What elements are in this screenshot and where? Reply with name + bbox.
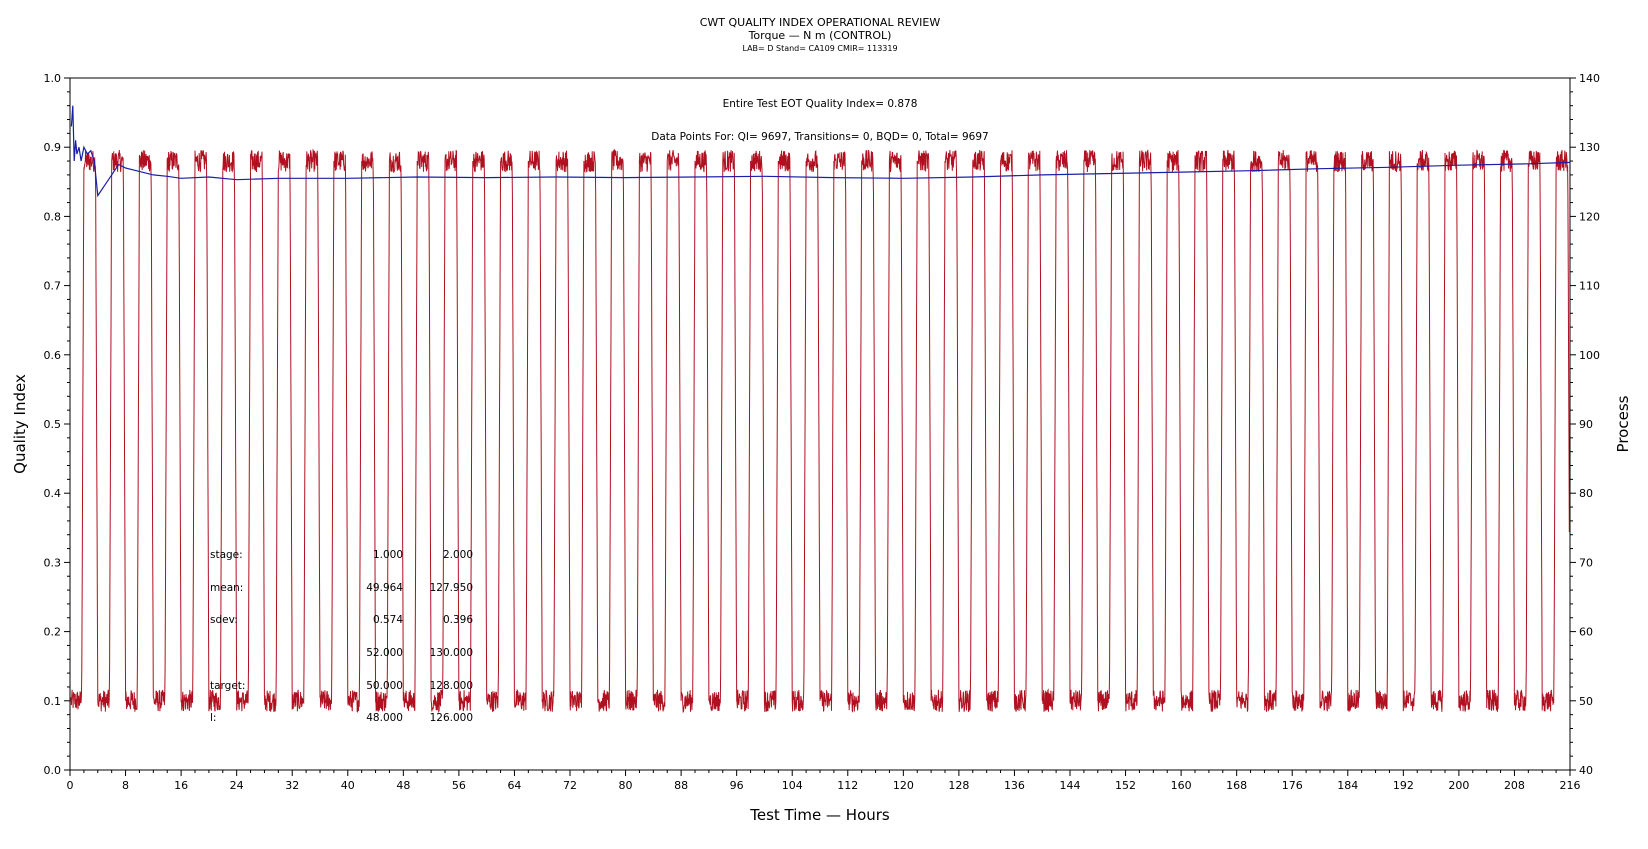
y-tick-label: 0.9	[44, 141, 62, 154]
stats-value-1: 1.000	[373, 549, 403, 561]
axis-layer: 0 8 16 24 32 40 48 56 64 72 80 88 96 104 112 120 128 136 1…	[44, 72, 1601, 792]
x-tick-label: 40	[341, 779, 355, 792]
x-tick-label: 128	[948, 779, 969, 792]
y2-tick-label: 50	[1579, 695, 1593, 708]
y2-tick-label: 130	[1579, 141, 1600, 154]
stats-value-2: 0.396	[443, 614, 473, 626]
x-tick-label: 176	[1282, 779, 1303, 792]
stats-label: stage:	[210, 549, 243, 561]
stats-value-1: 49.964	[366, 582, 403, 594]
x-tick-label: 0	[67, 779, 74, 792]
y-tick-label: 0.0	[44, 764, 62, 777]
x-tick-label: 136	[1004, 779, 1025, 792]
x-tick-label: 152	[1115, 779, 1136, 792]
y-tick-label: 0.4	[44, 487, 62, 500]
x-tick-label: 208	[1504, 779, 1525, 792]
y-tick-label: 0.1	[44, 695, 62, 708]
x-tick-label: 64	[507, 779, 521, 792]
stats-value-1: 48.000	[366, 712, 403, 724]
x-tick-label: 16	[174, 779, 188, 792]
x-tick-label: 72	[563, 779, 577, 792]
stats-label: mean:	[210, 582, 243, 594]
stats-label: target:	[210, 680, 245, 692]
x-tick-label: 96	[730, 779, 744, 792]
quality-index-series-line	[70, 105, 1571, 198]
x-tick-label: 216	[1560, 779, 1581, 792]
stats-value-2: 127.950	[430, 582, 473, 594]
y-tick-label: 1.0	[44, 72, 62, 85]
x-tick-label: 104	[782, 779, 803, 792]
x-tick-label: 160	[1171, 779, 1192, 792]
process-series-line	[70, 148, 1570, 714]
x-axis-label: Test Time — Hours	[749, 806, 890, 824]
y2-tick-label: 110	[1579, 280, 1600, 293]
x-tick-label: 80	[619, 779, 633, 792]
stats-value-1: 0.574	[373, 614, 403, 626]
x-tick-label: 112	[837, 779, 858, 792]
x-tick-label: 200	[1448, 779, 1469, 792]
quality-index-annotation: Entire Test EOT Quality Index= 0.878	[723, 98, 918, 110]
y-axis-label: Quality Index	[11, 374, 29, 474]
y2-tick-label: 80	[1579, 487, 1593, 500]
stats-table: stage: 1.000 2.000 mean: 49.964 127.950 sdev: 0…	[210, 549, 473, 724]
chart-subsubtitle: LAB= D Stand= CA109 CMIR= 113319	[742, 44, 897, 53]
stats-value-2: 130.000	[430, 647, 473, 659]
y2-tick-label: 90	[1579, 418, 1593, 431]
y-tick-label: 0.3	[44, 556, 62, 569]
stats-label: sdev:	[210, 614, 238, 626]
stats-value-1: 50.000	[366, 680, 403, 692]
x-tick-label: 144	[1060, 779, 1081, 792]
x-tick-label: 48	[396, 779, 410, 792]
y-tick-label: 0.5	[44, 418, 62, 431]
y2-tick-label: 40	[1579, 764, 1593, 777]
x-tick-label: 8	[122, 779, 129, 792]
x-tick-label: 32	[285, 779, 299, 792]
y-tick-label: 0.2	[44, 626, 62, 639]
x-tick-label: 120	[893, 779, 914, 792]
stats-label: l:	[210, 712, 216, 724]
y2-tick-label: 60	[1579, 626, 1593, 639]
data-points-annotation: Data Points For: QI= 9697, Transitions= …	[651, 131, 988, 143]
y2-tick-label: 70	[1579, 556, 1593, 569]
stats-value-2: 2.000	[443, 549, 473, 561]
x-tick-label: 56	[452, 779, 466, 792]
stats-value-2: 126.000	[430, 712, 473, 724]
stats-value-2: 128.000	[430, 680, 473, 692]
stats-value-1: 52.000	[366, 647, 403, 659]
chart-title: CWT QUALITY INDEX OPERATIONAL REVIEW	[700, 16, 941, 29]
chart-subtitle: Torque — N m (CONTROL)	[748, 29, 892, 42]
series-layer	[70, 105, 1571, 714]
y-tick-label: 0.6	[44, 349, 62, 362]
x-tick-label: 168	[1226, 779, 1247, 792]
y2-tick-label: 100	[1579, 349, 1600, 362]
x-tick-label: 192	[1393, 779, 1414, 792]
x-tick-label: 88	[674, 779, 688, 792]
x-tick-label: 24	[230, 779, 244, 792]
y-tick-label: 0.8	[44, 210, 62, 223]
y2-tick-label: 140	[1579, 72, 1600, 85]
y2-tick-label: 120	[1579, 210, 1600, 223]
y-tick-label: 0.7	[44, 280, 62, 293]
x-tick-label: 184	[1337, 779, 1358, 792]
y2-axis-label: Process	[1614, 395, 1632, 452]
